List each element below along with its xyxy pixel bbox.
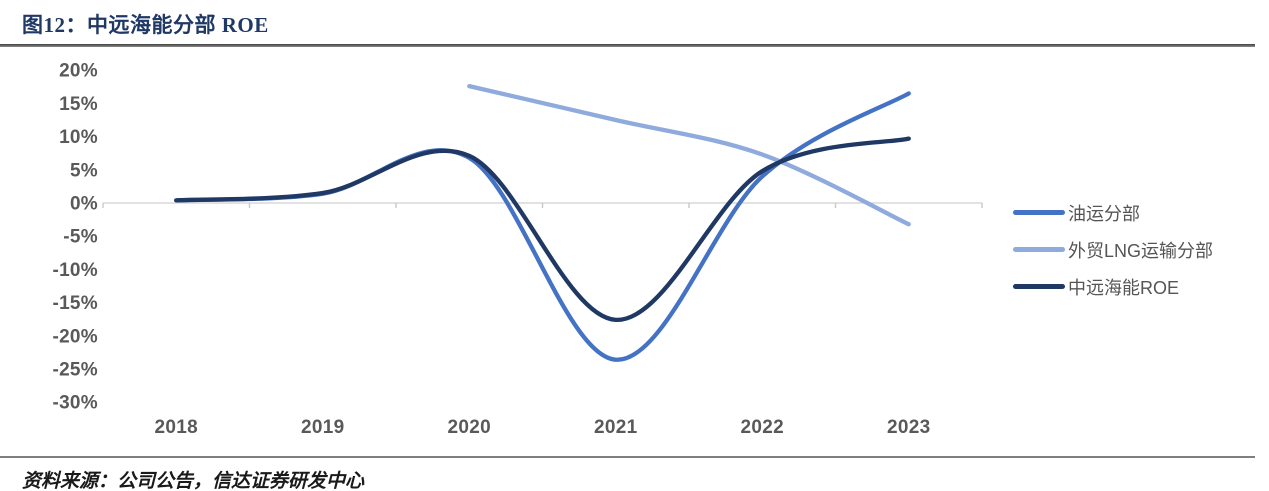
y-axis-label: -15% (52, 293, 98, 314)
y-axis-label: 20% (59, 61, 98, 82)
title-divider (0, 44, 1255, 47)
x-axis-label: 2018 (155, 417, 198, 438)
x-axis-label: 2020 (448, 417, 491, 438)
y-axis-label: -30% (52, 393, 98, 414)
x-axis-label: 2021 (594, 417, 638, 438)
footer-divider (0, 456, 1255, 458)
y-axis-label: -10% (52, 260, 98, 281)
source-note: 资料来源：公司公告，信达证券研发中心 (22, 471, 365, 491)
legend-item-lng-segment: 外贸LNG运输分部 (1013, 231, 1213, 268)
legend-item-oil-segment: 油运分部 (1013, 194, 1213, 231)
y-axis-label: -25% (52, 360, 98, 381)
y-axis-label: 5% (70, 160, 98, 181)
chart-legend: 油运分部 外贸LNG运输分部 中远海能ROE (1013, 194, 1213, 305)
legend-label-company-roe: 中远海能ROE (1068, 277, 1180, 298)
series-line-0 (174, 91, 911, 362)
legend-swatch-company-roe (1013, 284, 1065, 289)
legend-item-company-roe: 中远海能ROE (1013, 268, 1213, 305)
y-axis-label: 15% (59, 94, 98, 115)
x-axis-label: 2022 (741, 417, 784, 438)
y-axis-label: -5% (63, 227, 98, 248)
legend-swatch-lng-segment (1013, 247, 1065, 252)
x-axis-label: 2019 (301, 417, 344, 438)
figure-title: 图12：中远海能分部 ROE (22, 13, 269, 37)
y-axis-label: -20% (52, 326, 98, 347)
legend-swatch-oil-segment (1013, 210, 1065, 215)
legend-label-lng-segment: 外贸LNG运输分部 (1068, 240, 1214, 261)
legend-label-oil-segment: 油运分部 (1068, 203, 1140, 224)
x-axis-label: 2023 (887, 417, 930, 438)
series-line-2 (174, 136, 911, 323)
y-axis-label: 0% (70, 194, 98, 215)
y-axis-label: 10% (59, 127, 98, 148)
series-line-1 (467, 83, 911, 227)
